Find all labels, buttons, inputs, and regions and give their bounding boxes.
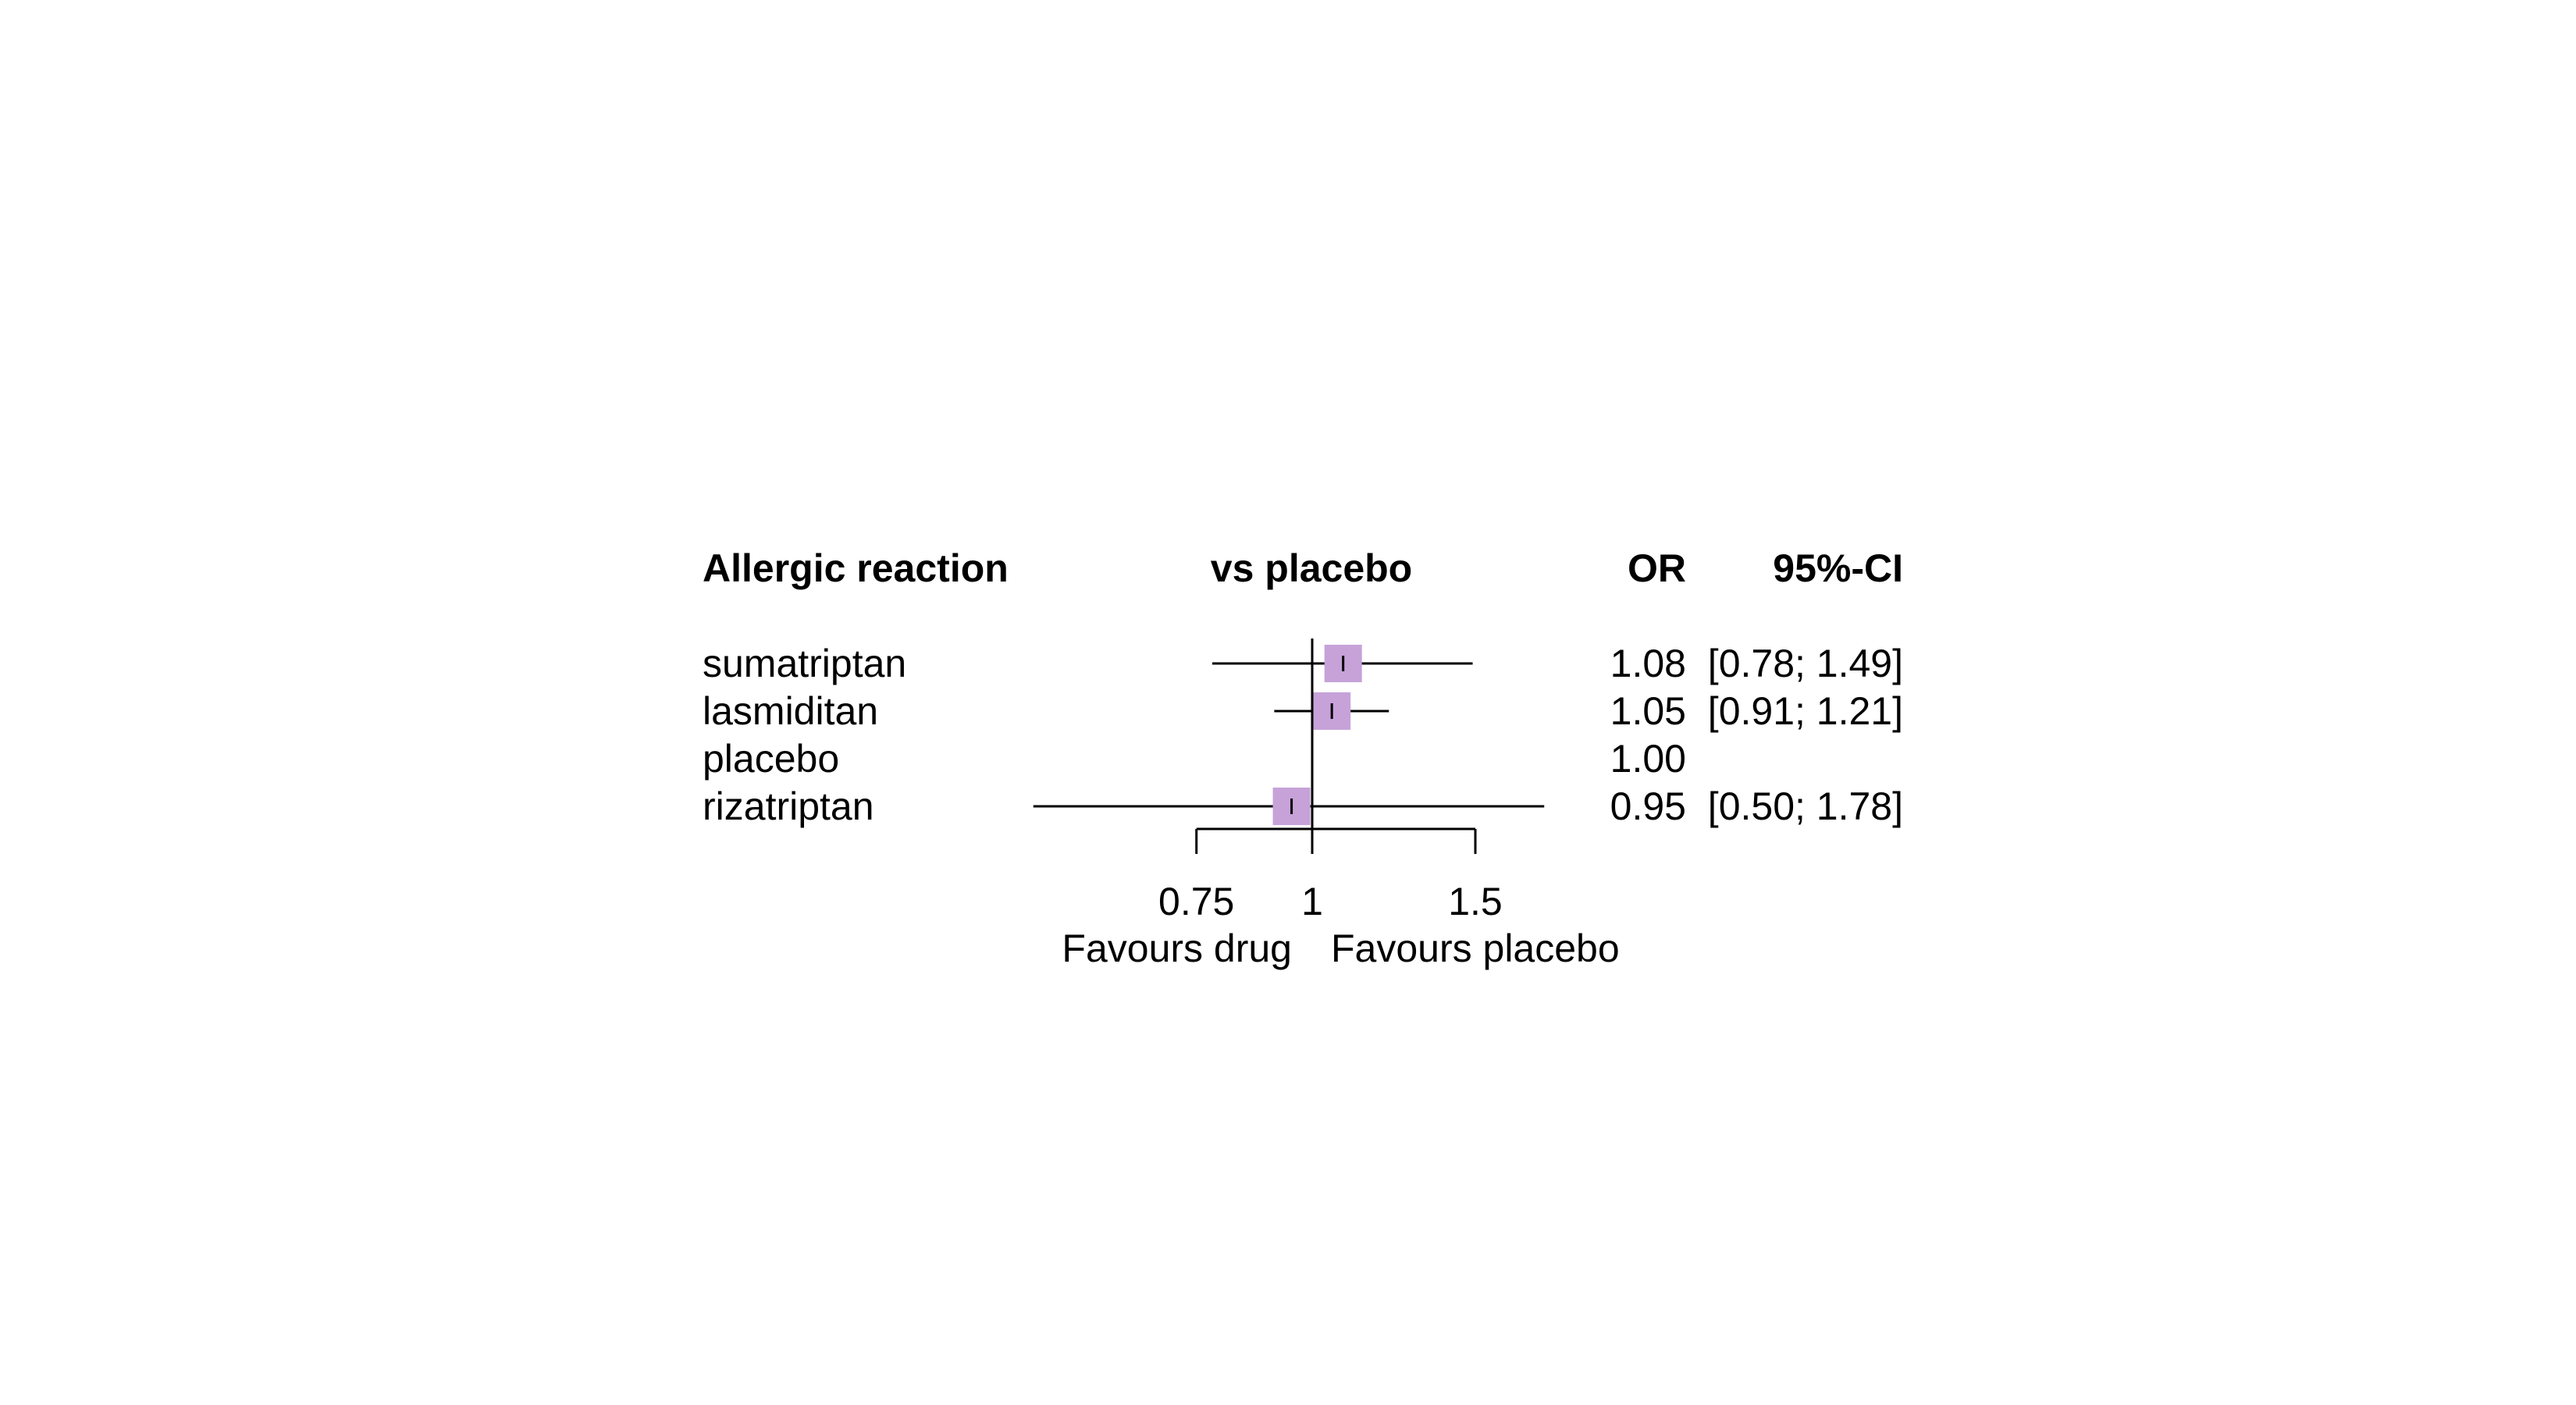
favours-right-label: Favours placebo [1331, 927, 1620, 970]
rows-layer: sumatriptan 1.08 [0.78; 1.49] lasmiditan 1.0… [703, 642, 1903, 828]
favours-left-label: Favours drug [1062, 927, 1292, 970]
header-ci: 95%-CI [1773, 546, 1903, 590]
row-ci-value: [0.78; 1.49] [1708, 642, 1903, 685]
x-tick-label: 1 [1301, 880, 1323, 923]
row-label: lasmiditan [703, 689, 878, 733]
header-estimate: OR [1628, 546, 1686, 590]
row-or-value: 1.05 [1610, 689, 1686, 733]
x-axis: 0.75 1 1.5 [1158, 638, 1503, 923]
row-label: rizatriptan [703, 784, 874, 828]
x-tick-label: 1.5 [1448, 880, 1503, 923]
x-tick-label: 0.75 [1158, 880, 1234, 923]
forest-row: rizatriptan 0.95 [0.50; 1.78] [703, 784, 1903, 828]
header-label: Allergic reaction [703, 546, 1009, 590]
row-or-value: 1.08 [1610, 642, 1686, 685]
forest-row: lasmiditan 1.05 [0.91; 1.21] [703, 689, 1903, 733]
row-label: placebo [703, 737, 839, 781]
row-or-value: 0.95 [1610, 784, 1686, 828]
row-or-value: 1.00 [1610, 737, 1686, 781]
row-label: sumatriptan [703, 642, 906, 685]
forest-row: placebo 1.00 [703, 737, 1686, 781]
forest-row: sumatriptan 1.08 [0.78; 1.49] [703, 642, 1903, 685]
header-comparison: vs placebo [1211, 546, 1412, 590]
header-row: Allergic reaction vs placebo OR 95%-CI [703, 546, 1903, 590]
row-ci-value: [0.91; 1.21] [1708, 689, 1903, 733]
row-ci-value: [0.50; 1.78] [1708, 784, 1903, 828]
